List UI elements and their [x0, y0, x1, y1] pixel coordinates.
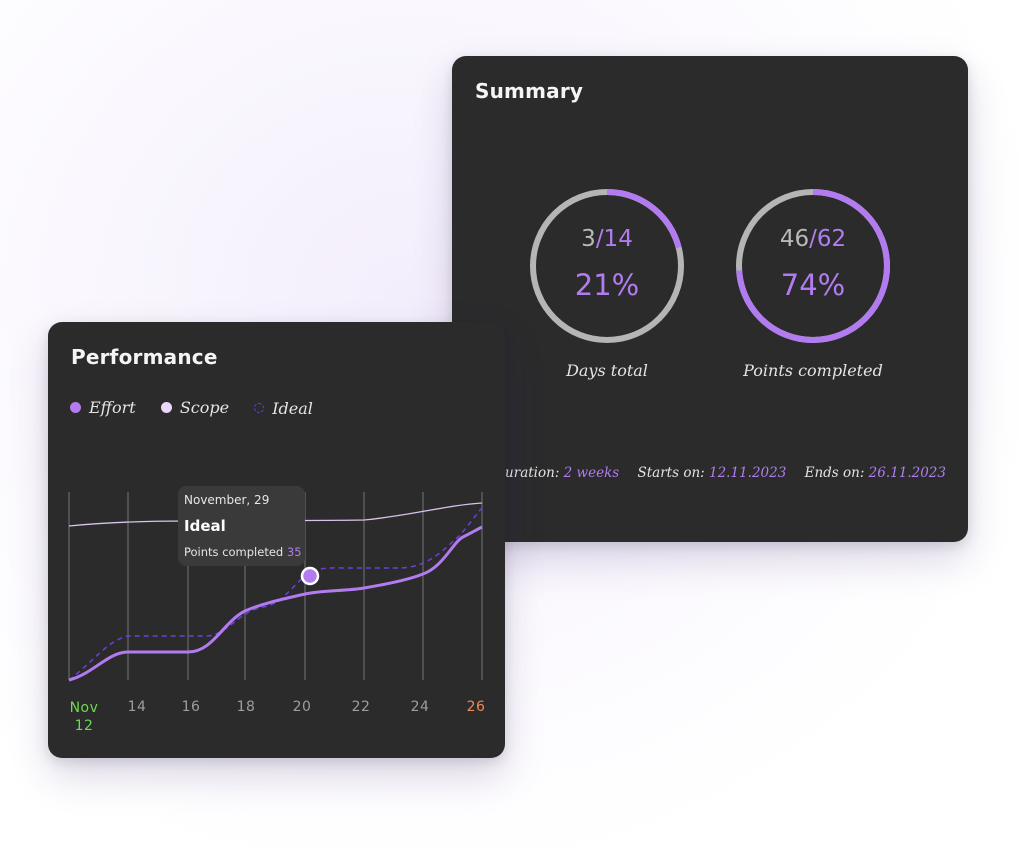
effort-line [68, 525, 483, 682]
tooltip-title: Ideal [184, 517, 226, 535]
days-done: 3 [581, 226, 596, 252]
x-label-22: 22 [351, 699, 371, 715]
x-label-26: 26 [466, 699, 486, 715]
tooltip-line-value: 35 [286, 545, 302, 559]
x-label-day-12: 12 [74, 718, 94, 734]
days-label: Days total [566, 361, 648, 380]
legend-ideal-label: Ideal [272, 398, 313, 418]
ends-label: Ends on: [804, 465, 865, 481]
days-fraction: 3/14 [527, 226, 687, 252]
x-label-month: Nov [69, 700, 99, 716]
points-ring-progress [736, 189, 890, 343]
legend-effort-label: Effort [89, 398, 136, 417]
days-total: /14 [595, 226, 633, 252]
points-done: 46 [779, 226, 810, 252]
x-label-14: 14 [127, 699, 147, 715]
starts-value: 12.11.2023 [709, 465, 787, 481]
legend-effort[interactable]: Effort [70, 398, 136, 417]
performance-title: Performance [71, 345, 218, 369]
scope-dot-icon [160, 402, 172, 413]
legend-ideal[interactable]: Ideal [254, 399, 313, 418]
days-ring-graphic [530, 189, 684, 343]
ideal-hover-point[interactable] [300, 566, 320, 586]
x-label-18: 18 [236, 699, 256, 715]
performance-chart [68, 492, 483, 682]
legend-scope-label: Scope [179, 398, 230, 417]
tooltip-date: November, 29 [184, 493, 270, 507]
points-fraction: 46/62 [733, 226, 893, 252]
days-ring-progress [530, 189, 684, 343]
legend-scope[interactable]: Scope [160, 398, 230, 417]
summary-card: Summary 3/14 21% Days total 46/62 74% Po… [452, 56, 968, 542]
points-progress-ring: 46/62 74% [733, 186, 893, 346]
points-ring-graphic [736, 189, 890, 343]
x-label-nov-12: Nov 12 [64, 699, 104, 735]
points-total: /62 [809, 226, 847, 252]
starts-label: Starts on: [637, 465, 705, 481]
summary-title: Summary [475, 79, 584, 103]
chart-gridlines [68, 492, 483, 680]
chart-tooltip: November, 29 Ideal Points completed 35 [178, 486, 305, 566]
x-label-24: 24 [410, 699, 430, 715]
x-label-20: 20 [292, 699, 312, 715]
points-percent: 74% [780, 268, 846, 302]
sprint-info-line: nt duration: 2 weeks Starts on: 12.11.20… [478, 465, 946, 481]
duration-value: 2 weeks [563, 465, 620, 481]
tooltip-line-label: Points completed [184, 545, 284, 559]
effort-dot-icon [70, 402, 81, 413]
points-label: Points completed [743, 361, 883, 380]
ideal-line [68, 507, 483, 681]
days-percent: 21% [574, 268, 640, 302]
chart-legend: Effort Scope Ideal [70, 398, 333, 418]
days-progress-ring: 3/14 21% [527, 186, 687, 346]
tooltip-line: Points completed 35 [184, 545, 302, 559]
ideal-dashed-dot-icon [254, 403, 265, 413]
ends-value: 26.11.2023 [868, 465, 946, 481]
performance-card: Performance Effort Scope Ideal [48, 322, 505, 758]
x-label-16: 16 [181, 699, 201, 715]
